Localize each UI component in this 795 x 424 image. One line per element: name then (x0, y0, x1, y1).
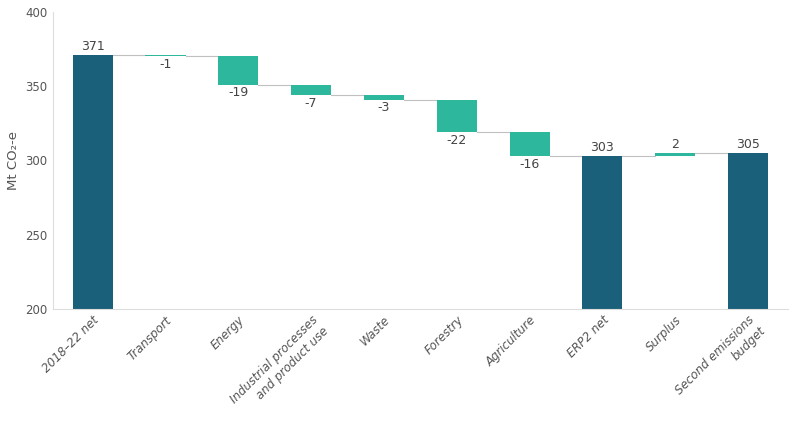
Text: 303: 303 (591, 141, 615, 154)
Bar (583, 156, 622, 309)
Text: 371: 371 (81, 40, 104, 53)
Bar (436, 100, 477, 132)
Text: -22: -22 (447, 134, 467, 147)
Text: 2: 2 (671, 138, 679, 151)
Text: 305: 305 (736, 138, 760, 151)
Y-axis label: Mt CO₂-e: Mt CO₂-e (7, 131, 20, 190)
Bar (510, 132, 549, 156)
Bar (72, 55, 113, 309)
Bar (728, 153, 768, 309)
Bar (655, 153, 695, 156)
Bar (364, 95, 404, 100)
Bar (291, 85, 332, 95)
Bar (145, 55, 185, 56)
Text: -16: -16 (519, 158, 540, 171)
Text: -7: -7 (304, 97, 317, 110)
Text: -1: -1 (159, 58, 172, 71)
Text: -3: -3 (378, 101, 390, 114)
Bar (219, 56, 258, 85)
Text: -19: -19 (228, 86, 248, 100)
